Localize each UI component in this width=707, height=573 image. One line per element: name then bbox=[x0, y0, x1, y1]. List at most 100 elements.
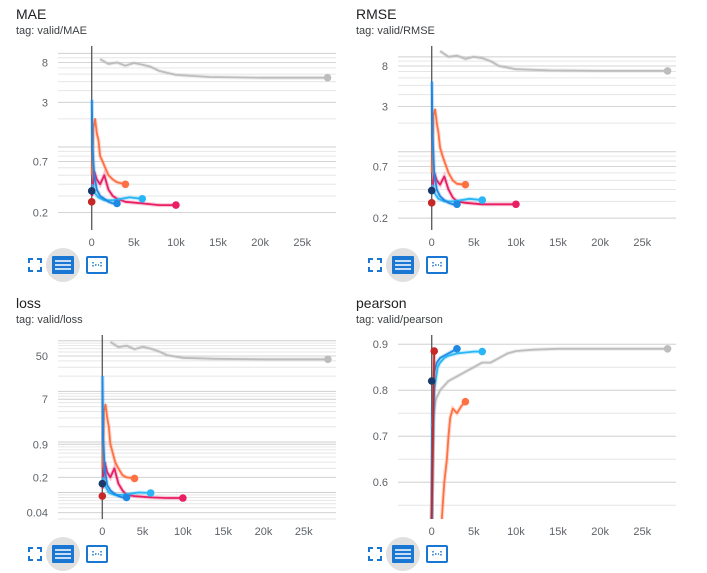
series-grey bbox=[429, 345, 672, 428]
toggle-series-button[interactable] bbox=[46, 537, 80, 571]
series-navy bbox=[427, 186, 436, 195]
card-tag: tag: valid/MAE bbox=[16, 25, 87, 37]
chart-card-loss: loss tag: valid/loss 50 7 0.9 0.2 0.04 0 5k 10k… bbox=[0, 289, 340, 571]
fullscreen-button[interactable] bbox=[18, 537, 52, 571]
x-tick-label: 15k bbox=[214, 526, 232, 538]
series-list-icon bbox=[392, 545, 414, 563]
series-raw-line bbox=[439, 400, 467, 520]
chart-card-pearson: pearson tag: valid/pearson 0.9 0.8 0.7 0.6 0… bbox=[340, 289, 680, 571]
series-endpoint bbox=[461, 397, 470, 406]
series-line bbox=[431, 184, 483, 203]
series-orange bbox=[439, 397, 470, 520]
fit-domain-button[interactable] bbox=[80, 248, 114, 282]
fit-domain-button[interactable] bbox=[420, 537, 454, 571]
chart-toolbar bbox=[18, 248, 138, 284]
card-tag: tag: valid/RMSE bbox=[356, 25, 435, 37]
x-tick-label: 10k bbox=[507, 237, 525, 249]
fit-domain-button[interactable] bbox=[420, 248, 454, 282]
series-line bbox=[431, 81, 457, 206]
y-tick-label: 0.2 bbox=[373, 213, 388, 225]
series-endpoint bbox=[427, 186, 436, 195]
series-light_blue bbox=[90, 183, 147, 203]
series-line bbox=[101, 376, 127, 499]
x-tick-label: 0 bbox=[89, 237, 95, 249]
card-title: pearson bbox=[356, 295, 407, 311]
y-tick-label: 0.2 bbox=[33, 472, 48, 484]
series-pink bbox=[430, 171, 520, 209]
fullscreen-button[interactable] bbox=[358, 248, 392, 282]
x-tick-label: 5k bbox=[468, 526, 480, 538]
y-tick-label: 0.7 bbox=[33, 157, 48, 169]
series-light_blue bbox=[100, 476, 155, 497]
fullscreen-button[interactable] bbox=[18, 248, 52, 282]
y-tick-label: 3 bbox=[382, 101, 388, 113]
series-endpoint bbox=[663, 67, 672, 75]
y-tick-label: 0.9 bbox=[33, 439, 48, 451]
series-pink bbox=[90, 169, 180, 209]
series-grey bbox=[99, 57, 332, 82]
series-line bbox=[91, 184, 143, 202]
line-chart: 50 7 0.9 0.2 0.04 0 5k 10k 15k 20k 25k bbox=[27, 335, 336, 538]
series-light_blue bbox=[430, 184, 487, 204]
series-red bbox=[98, 492, 107, 500]
series-endpoint bbox=[87, 187, 96, 195]
series-endpoint bbox=[478, 196, 487, 204]
series-line bbox=[101, 403, 135, 480]
fit-domain-icon bbox=[426, 545, 448, 563]
fit-domain-button[interactable] bbox=[80, 537, 114, 571]
series-orange bbox=[430, 108, 470, 189]
series-endpoint bbox=[324, 355, 332, 364]
chart-toolbar bbox=[358, 537, 478, 573]
chart-card-rmse: RMSE tag: valid/RMSE 8 3 0.7 0.2 0 5k 10k 15k 20… bbox=[340, 0, 680, 282]
series-line bbox=[440, 401, 467, 520]
series-blue bbox=[429, 81, 461, 209]
series-list-icon bbox=[52, 256, 74, 274]
x-tick-label: 10k bbox=[507, 526, 525, 538]
x-tick-label: 0 bbox=[429, 526, 435, 538]
x-tick-label: 25k bbox=[295, 526, 313, 538]
series-endpoint bbox=[130, 474, 139, 483]
x-tick-label: 25k bbox=[633, 237, 651, 249]
fullscreen-icon bbox=[368, 258, 382, 272]
series-endpoint bbox=[430, 347, 439, 355]
y-tick-label: 8 bbox=[42, 57, 48, 69]
series-line bbox=[91, 99, 117, 205]
y-tick-label: 0.04 bbox=[27, 508, 48, 520]
y-tick-label: 3 bbox=[42, 97, 48, 109]
x-tick-label: 10k bbox=[167, 237, 185, 249]
fullscreen-icon bbox=[28, 547, 42, 561]
toggle-series-button[interactable] bbox=[46, 248, 80, 282]
gridlines bbox=[398, 56, 676, 219]
series-navy bbox=[98, 479, 107, 488]
chart-card-mae: MAE tag: valid/MAE 8 3 0.7 0.2 0 5k 10k 15k 20k 2… bbox=[0, 0, 340, 282]
y-tick-label: 50 bbox=[36, 351, 48, 363]
series-line bbox=[431, 171, 516, 206]
x-tick-label: 10k bbox=[174, 526, 192, 538]
series-grey bbox=[438, 49, 672, 75]
series-endpoint bbox=[323, 73, 332, 82]
toggle-series-button[interactable] bbox=[386, 248, 420, 282]
series-list-icon bbox=[52, 545, 74, 563]
y-tick-label: 0.7 bbox=[373, 161, 388, 173]
toggle-series-button[interactable] bbox=[386, 537, 420, 571]
x-tick-label: 5k bbox=[128, 237, 140, 249]
series-endpoint bbox=[663, 345, 672, 353]
x-tick-label: 5k bbox=[468, 237, 480, 249]
series-endpoint bbox=[512, 200, 520, 209]
series-line bbox=[99, 58, 328, 79]
series-endpoint bbox=[461, 180, 470, 189]
y-tick-label: 7 bbox=[42, 394, 48, 406]
card-tag: tag: valid/pearson bbox=[356, 314, 443, 326]
x-tick-label: 25k bbox=[633, 526, 651, 538]
series-list-icon bbox=[392, 256, 414, 274]
series-blue bbox=[100, 376, 131, 502]
card-title: MAE bbox=[16, 6, 47, 22]
series-line bbox=[101, 461, 183, 499]
fullscreen-button[interactable] bbox=[358, 537, 392, 571]
series-endpoint bbox=[98, 479, 107, 488]
series-blue bbox=[89, 99, 121, 208]
x-tick-label: 20k bbox=[591, 237, 609, 249]
line-chart: 0.9 0.8 0.7 0.6 0 5k 10k 15k 20k 25k bbox=[373, 335, 676, 538]
series-endpoint bbox=[146, 489, 155, 497]
line-chart: 8 3 0.7 0.2 0 5k 10k 15k 20k 25k bbox=[373, 46, 676, 249]
